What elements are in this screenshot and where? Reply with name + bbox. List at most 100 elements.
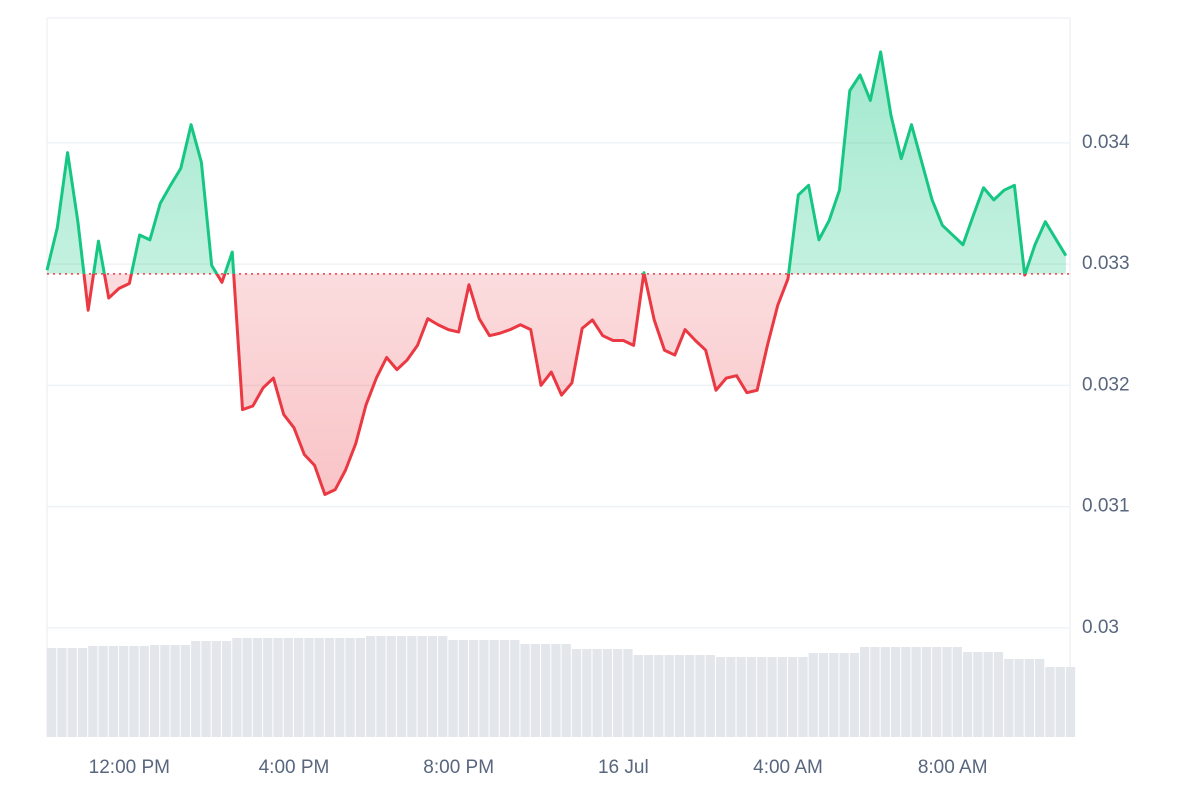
volume-bar: [1065, 667, 1076, 737]
volume-bar: [911, 647, 921, 737]
volume-bar: [263, 638, 273, 737]
y-tick-label: 0.034: [1082, 132, 1130, 153]
volume-bar: [788, 657, 798, 737]
volume-bar: [1024, 659, 1035, 737]
volume-bar: [273, 638, 283, 737]
volume-bar: [643, 655, 654, 737]
volume-bar: [674, 655, 685, 737]
volume-bar: [571, 649, 582, 737]
volume-bar: [77, 648, 88, 737]
volume-bar: [613, 649, 623, 737]
volume-bar: [438, 636, 448, 737]
volume-bar: [417, 636, 427, 737]
volume-bar: [180, 645, 191, 737]
x-tick-label: 8:00 AM: [918, 757, 988, 778]
volume-bar: [1045, 667, 1055, 737]
volume-bar: [294, 638, 304, 737]
area-down: [83, 273, 1026, 495]
volume-bar: [520, 644, 530, 737]
volume-bar: [510, 640, 520, 737]
volume-bar: [160, 645, 170, 737]
volume-bar: [252, 638, 263, 737]
volume-bar: [829, 653, 839, 737]
volume-bar: [314, 638, 324, 737]
volume-bar: [530, 644, 541, 737]
volume-bar: [880, 647, 890, 737]
area-up: [47, 51, 1066, 274]
volume-bar: [818, 653, 829, 737]
volume-bar: [376, 636, 386, 737]
volume-bar: [685, 655, 695, 737]
volume-bar: [324, 638, 335, 737]
volume-bar: [993, 652, 1004, 737]
volume-bar: [777, 657, 788, 737]
volume-bar: [139, 646, 149, 737]
volume-bar: [232, 638, 242, 737]
volume-bar: [715, 657, 726, 737]
volume-bar: [695, 655, 705, 737]
volume-bar: [468, 640, 479, 737]
x-tick-label: 4:00 PM: [259, 757, 330, 778]
volume-bar: [57, 648, 67, 737]
volume-bar: [67, 648, 77, 737]
volume-bar: [396, 636, 407, 737]
volume-bar: [1014, 659, 1024, 737]
volume-bar: [489, 640, 499, 737]
volume-bar: [201, 641, 211, 737]
volume-bar: [664, 655, 674, 737]
volume-bar: [211, 641, 221, 737]
volume-bar: [499, 640, 510, 737]
volume-bar: [808, 653, 818, 737]
volume-bar: [623, 649, 633, 737]
volume-bar: [386, 636, 396, 737]
volume-bar: [942, 647, 952, 737]
volume-bar: [191, 641, 201, 737]
volume-bar: [901, 647, 911, 737]
volume-bar: [458, 640, 468, 737]
volume-bar: [890, 647, 901, 737]
volume-bar: [962, 652, 973, 737]
x-tick-label: 12:00 PM: [89, 757, 170, 778]
volume-bar: [1004, 659, 1014, 737]
volume-bar: [304, 638, 314, 737]
volume-bar: [746, 657, 757, 737]
volume-bar: [170, 645, 180, 737]
volume-bar: [798, 657, 808, 737]
volume-bar: [427, 636, 438, 737]
volume-bar: [952, 647, 962, 737]
volume-bar: [1055, 667, 1065, 737]
volume-bar: [448, 640, 458, 737]
volume-bar: [283, 638, 294, 737]
volume-bar: [654, 655, 664, 737]
volume-bar: [839, 653, 849, 737]
volume-bar: [921, 647, 932, 737]
volume-bar: [870, 647, 880, 737]
x-tick-label: 16 Jul: [598, 757, 649, 778]
volume-bar: [47, 648, 57, 737]
volume-bar: [983, 652, 993, 737]
volume-bar: [705, 655, 715, 737]
volume-bar: [633, 655, 643, 737]
volume-bar: [973, 652, 983, 737]
volume-bar: [345, 638, 355, 737]
volume-bar: [551, 644, 561, 737]
y-tick-label: 0.031: [1082, 496, 1130, 517]
volume-bar: [767, 657, 777, 737]
volume-bar: [119, 646, 129, 737]
volume-bar: [1035, 659, 1045, 737]
volume-bar: [582, 649, 592, 737]
volume-bar: [407, 636, 417, 737]
y-tick-label: 0.033: [1082, 253, 1130, 274]
volume-bar: [726, 657, 736, 737]
y-tick-label: 0.03: [1082, 617, 1119, 638]
volume-bar: [860, 647, 870, 737]
volume-bar: [108, 646, 119, 737]
price-line-up: [45, 50, 1068, 274]
volume-bar: [355, 638, 366, 737]
volume-bar: [561, 644, 571, 737]
volume-bar: [149, 645, 160, 737]
volume-bar: [592, 649, 602, 737]
price-line-down: [82, 273, 1027, 497]
volume-bar: [242, 638, 252, 737]
